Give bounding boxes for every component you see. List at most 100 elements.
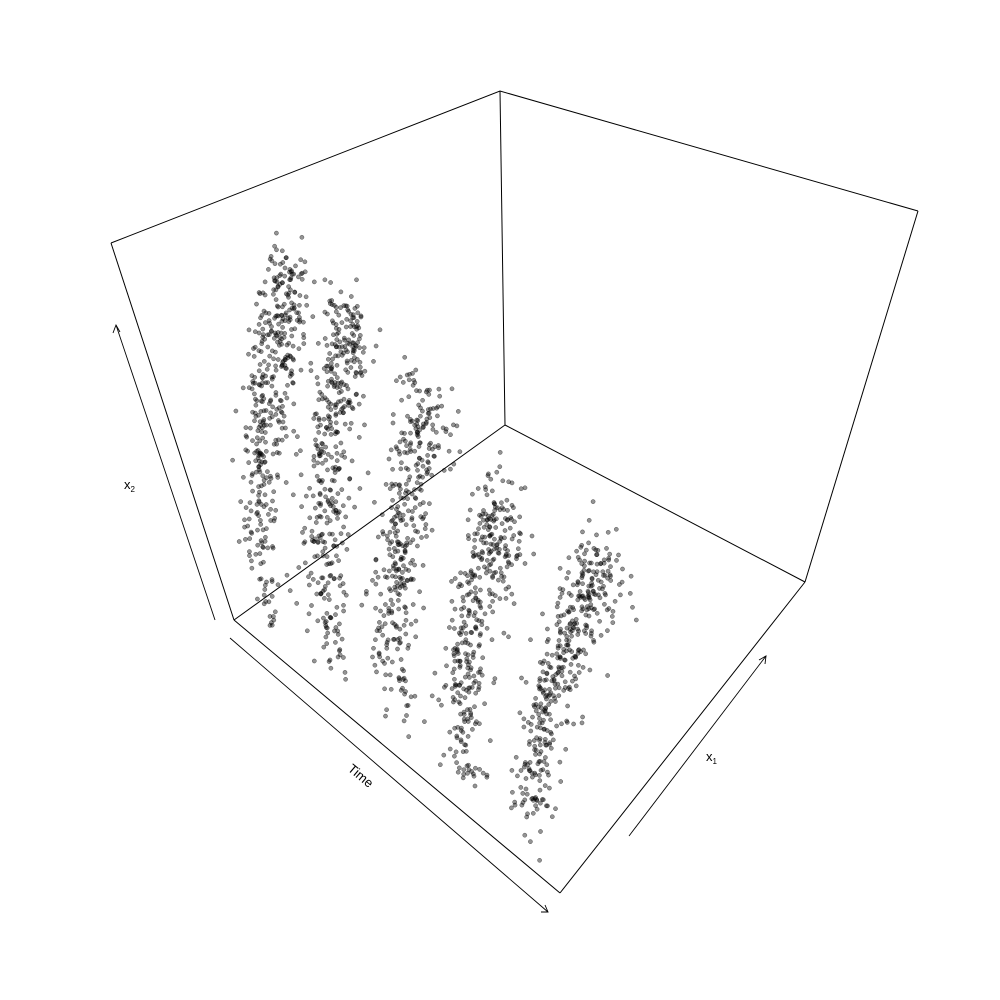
data-point [428,406,433,412]
data-point [388,686,394,692]
data-point [339,487,345,492]
data-point [496,550,502,556]
data-point [542,726,547,732]
data-point [420,474,425,480]
data-point [579,561,585,567]
data-point [481,540,487,546]
data-point [325,630,331,636]
data-point [401,668,406,674]
data-point [263,422,269,428]
data-point [408,694,414,700]
data-point [256,484,261,489]
data-point [486,587,492,593]
data-point [606,606,612,611]
data-point [462,695,468,700]
data-point [258,451,264,457]
data-point [633,617,639,623]
data-point [334,553,339,559]
data-point [400,555,406,561]
data-point [396,676,402,682]
data-point [353,392,359,397]
data-point [245,448,250,454]
data-point [384,707,389,713]
data-point [270,544,275,549]
data-point [269,577,275,582]
data-point [497,547,502,552]
data-point [555,600,561,606]
data-point [459,606,464,612]
data-point [254,435,260,441]
data-point [333,412,339,418]
data-point [559,721,564,727]
data-point [341,655,346,660]
data-point [408,440,414,446]
data-point [554,651,560,657]
data-point [558,779,564,784]
data-point [564,575,570,581]
data-point [246,327,252,333]
data-point [334,450,340,456]
data-point [331,576,337,582]
data-point [372,499,377,505]
data-point [566,570,571,575]
data-point [465,533,471,538]
data-point [299,276,305,282]
data-point [329,364,335,370]
data-point [544,639,550,645]
data-point [252,374,258,380]
data-point [473,678,478,684]
data-point [484,774,490,780]
data-point [344,303,350,309]
data-point [346,403,352,408]
data-point [275,582,281,588]
data-point [387,529,393,535]
data-point [482,484,488,490]
data-point [283,365,288,371]
data-point [303,493,309,499]
data-point [324,514,330,520]
data-point [313,437,318,443]
data-point [269,622,275,628]
data-point [395,583,400,589]
data-point [405,535,410,541]
data-point [495,505,500,511]
data-point [534,724,540,730]
data-point [334,543,340,549]
data-point [283,425,288,431]
data-point [304,628,310,634]
data-point [537,758,543,764]
data-point [352,374,358,379]
data-point [579,542,585,548]
data-point [316,430,322,435]
data-point [538,701,544,707]
data-point [304,302,310,308]
data-point [516,538,522,544]
data-point [285,315,291,321]
data-point [266,479,272,485]
data-point [272,515,278,521]
data-point [352,306,358,311]
time-axis-label: Time [345,761,376,791]
data-point [383,574,388,580]
data-point [249,530,255,536]
data-point [390,573,395,579]
data-point [321,644,327,650]
data-point [536,704,541,710]
data-point [478,666,483,672]
data-point [273,367,279,373]
data-point [467,608,472,614]
data-point [580,714,585,720]
data-point [530,810,536,816]
data-point [327,351,333,356]
data-point [298,367,304,373]
data-point [537,857,542,863]
data-point [325,378,331,384]
data-point [491,500,497,505]
data-point [395,591,401,596]
data-point [320,531,325,537]
data-point [517,514,523,520]
data-point [238,499,244,504]
data-point [314,375,320,380]
data-point [571,721,576,727]
data-point [617,582,622,587]
